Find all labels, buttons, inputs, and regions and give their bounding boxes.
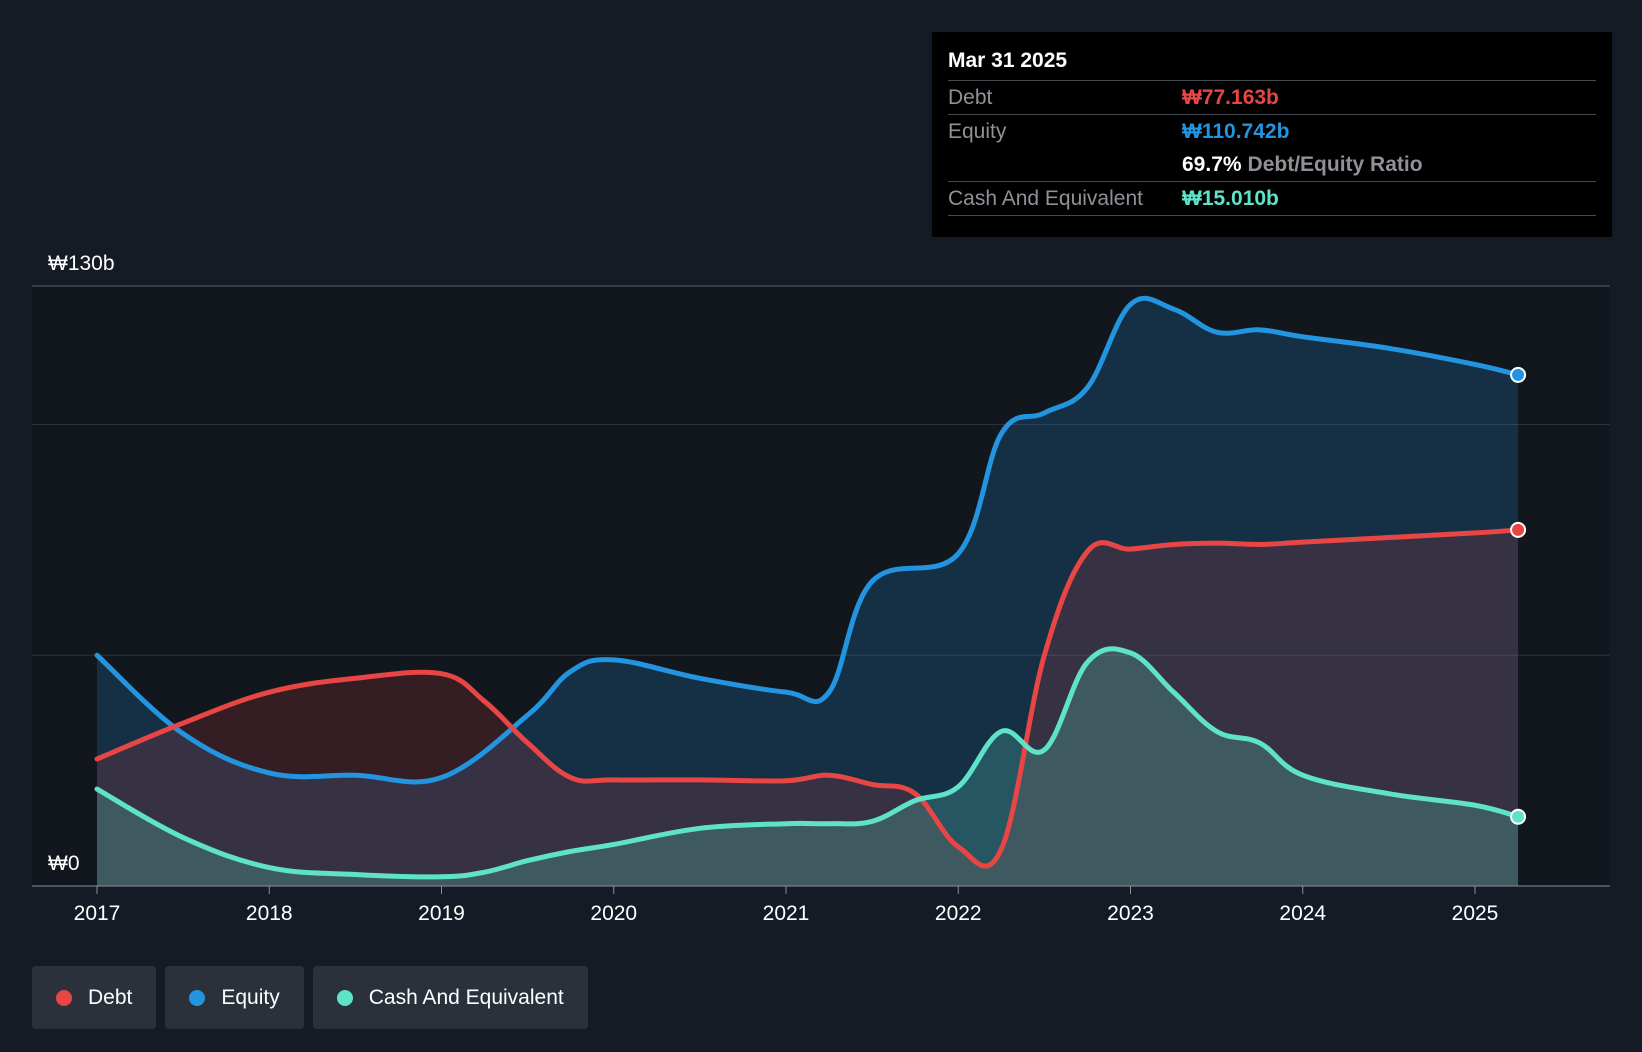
debt-area [97,529,1519,886]
x-tick-label: 2023 [1107,902,1154,925]
tooltip-date: Mar 31 2025 [948,49,1068,72]
tooltip-ratio-value: 69.7% [1182,153,1242,176]
cash-and-equivalent-end-marker [1510,808,1527,825]
tooltip-debt-value: ₩77.163b [1182,86,1279,109]
legend-item-cash[interactable]: Cash And Equivalent [312,966,588,1029]
legend-label-cash: Cash And Equivalent [368,985,564,1009]
tooltip-row-ratio: 69.7% Debt/Equity Ratio [948,148,1596,181]
legend-item-equity[interactable]: Equity [165,966,304,1029]
tooltip-row-debt: Debt ₩77.163b [948,80,1596,114]
legend-dot-debt [56,989,72,1006]
tooltip-row-equity: Equity ₩110.742b [948,114,1596,148]
cash-and-equivalent-area [97,648,1519,886]
legend: Debt Equity Cash And Equivalent [32,966,588,1029]
debt-end-marker [1510,521,1527,538]
series-areas [97,298,1519,886]
equity-area [97,298,1519,886]
x-tick-label: 2022 [935,902,982,925]
tooltip-ratio-label: Debt/Equity Ratio [1247,153,1423,176]
grid-lines [32,285,1610,656]
x-tick-label: 2025 [1452,902,1499,925]
legend-dot-equity [189,989,206,1006]
legend-label-debt: Debt [88,985,133,1009]
tooltip-panel: Mar 31 2025 Debt ₩77.163b Equity ₩110.74… [932,32,1612,237]
tooltip-row-cash: Cash And Equivalent ₩15.010b [948,181,1596,216]
tooltip-equity-label: Equity [948,120,1007,143]
series-end-markers [1510,366,1527,825]
x-tick-label: 2019 [418,902,465,925]
equity-end-marker [1510,366,1527,383]
legend-label-equity: Equity [221,985,280,1009]
x-tick-label: 2018 [246,902,293,925]
legend-dot-cash [336,989,353,1006]
tooltip-cash-label: Cash And Equivalent [948,187,1143,210]
tooltip-cash-value: ₩15.010b [1182,187,1279,210]
series-lines [94,295,1521,880]
legend-item-debt[interactable]: Debt [32,966,157,1029]
x-tick-label: 2024 [1279,902,1326,925]
tooltip-equity-value: ₩110.742b [1182,120,1290,143]
tooltip-debt-label: Debt [948,86,993,109]
x-tick-label: 2020 [590,902,637,925]
debt-line [94,527,1521,869]
y-axis-top-label: ₩130b [48,252,115,275]
cash-and-equivalent-line [94,646,1521,880]
y-axis-bottom-label: ₩0 [48,852,80,875]
x-tick-label: 2017 [74,902,121,925]
x-tick-label: 2021 [763,902,810,925]
equity-line [94,295,1521,785]
x-axis: 2017 2018 2019 2020 2021 2022 2023 2024 2025 [32,885,1610,925]
